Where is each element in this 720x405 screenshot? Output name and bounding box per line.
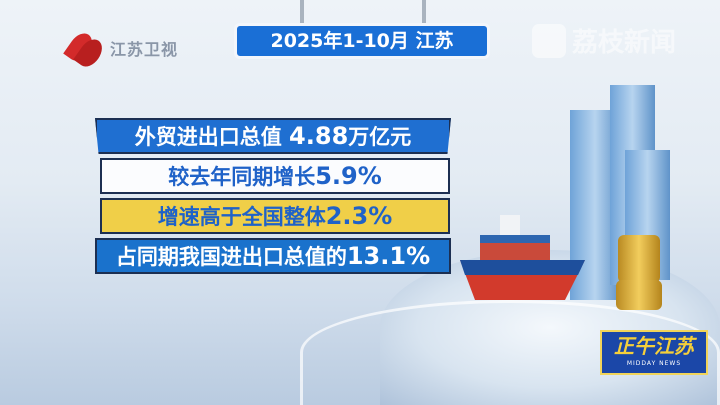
gold-coins-illustration <box>618 235 660 283</box>
sign-hanger <box>300 0 304 24</box>
gold-coins-illustration <box>616 280 662 310</box>
fact-label: 增速高于全国整体 <box>157 205 326 229</box>
channel-logo-text: 江苏卫视 <box>110 40 179 59</box>
fact-value: 4.88 <box>289 122 349 150</box>
fact-value: 2.3% <box>325 202 393 230</box>
lizhi-icon <box>532 23 566 58</box>
fact-value: 5.9% <box>315 162 382 190</box>
program-logo-subtitle: MIDDAY NEWS <box>626 360 682 367</box>
ship-bridge <box>500 215 520 235</box>
channel-logo-icon <box>63 28 107 72</box>
fact-banner-growth: 较去年同期增长5.9% <box>100 158 450 194</box>
ship-containers-top <box>480 235 550 243</box>
watermark-text: 荔枝新闻 <box>572 28 677 58</box>
fact-banner-total: 外贸进出口总值 4.88万亿元 <box>95 118 451 154</box>
fact-unit: 万亿元 <box>348 125 412 149</box>
fact-banner-share: 占同期我国进出口总值的13.1% <box>95 238 451 274</box>
fact-value: 13.1% <box>346 242 431 270</box>
fact-label: 占同期我国进出口总值的 <box>115 245 347 269</box>
fact-label: 外贸进出口总值 <box>134 125 282 149</box>
watermark-logo: 荔枝新闻 <box>532 22 676 59</box>
fact-banner-above-national: 增速高于全国整体2.3% <box>100 198 450 234</box>
page-title: 2025年1-10月 江苏 <box>234 23 490 59</box>
sign-hanger <box>422 0 426 24</box>
platform-ring <box>300 300 720 405</box>
fact-label: 较去年同期增长 <box>168 165 316 189</box>
container-ship-illustration <box>460 215 585 300</box>
ship-deck <box>460 260 585 275</box>
program-logo: 正午江苏 MIDDAY NEWS <box>600 330 708 375</box>
channel-logo: 江苏卫视 <box>63 28 179 72</box>
program-logo-text: 正午江苏 <box>614 334 694 358</box>
